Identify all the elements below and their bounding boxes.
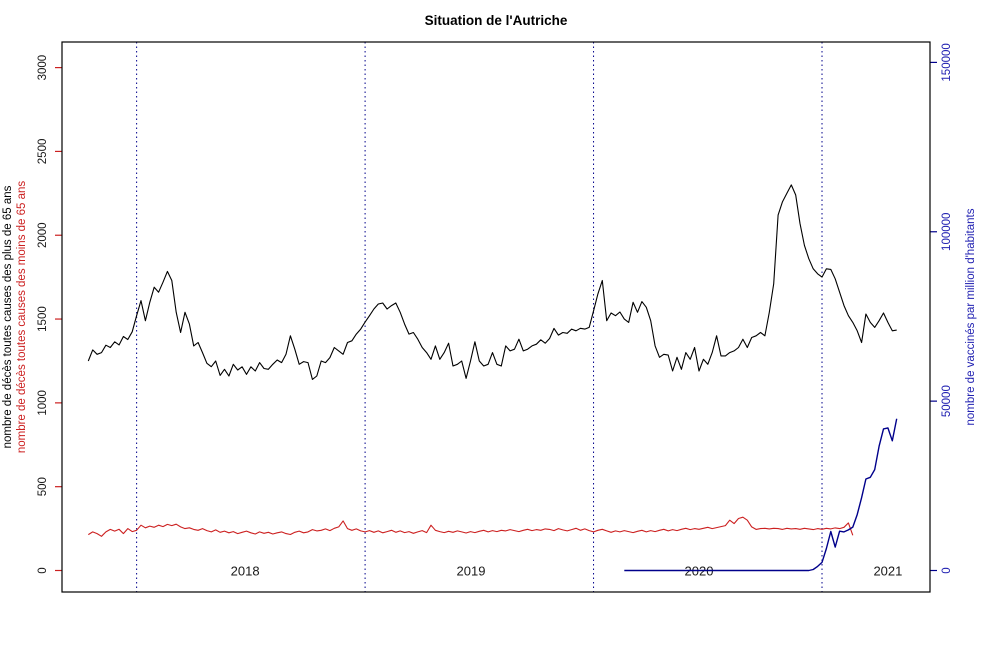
left-axis-tick-label: 1500 [37,306,49,332]
left-axis-tick-label: 2000 [37,222,49,248]
series-deces_moins_65_ans [88,516,854,537]
gridlines-layer [136,42,823,592]
left-axis-tick-label: 3000 [37,55,49,81]
series-layer [87,184,898,572]
chart-title: Situation de l'Autriche [425,13,568,28]
left-axis-tick-label: 0 [37,567,49,573]
plot-box [61,41,931,593]
right-axis-tick-label: 0 [941,567,953,573]
series-deces_plus_65_ans [87,184,897,380]
y-axis-label-over65: nombre de décès toutes causes des plus d… [2,185,14,448]
series-vaccines_par_million [624,418,898,572]
x-axis-year-label: 2019 [457,564,486,579]
y2-axis-label-vaccinated: nombre de vaccinés par million d'habitan… [965,208,977,425]
left-axis-tick-label: 1000 [37,390,49,416]
axes-layer: 0 500 1000 1500 2000 2500 3000 0 50000 100000 1500… [37,43,953,573]
right-axis-tick-label: 100000 [941,213,953,251]
right-axis-tick-label: 150000 [941,43,953,81]
x-axis-year-label: 2018 [231,564,260,579]
y-axis-label-under65: nombre de décès toutes causes des moins … [16,181,28,454]
left-axis-tick-label: 2500 [37,139,49,165]
x-axis-year-label: 2021 [873,564,902,579]
right-axis-tick-label: 50000 [941,385,953,417]
year-labels-layer: 2018 2019 2020 2021 [231,564,903,579]
left-axis-tick-label: 500 [37,477,49,496]
